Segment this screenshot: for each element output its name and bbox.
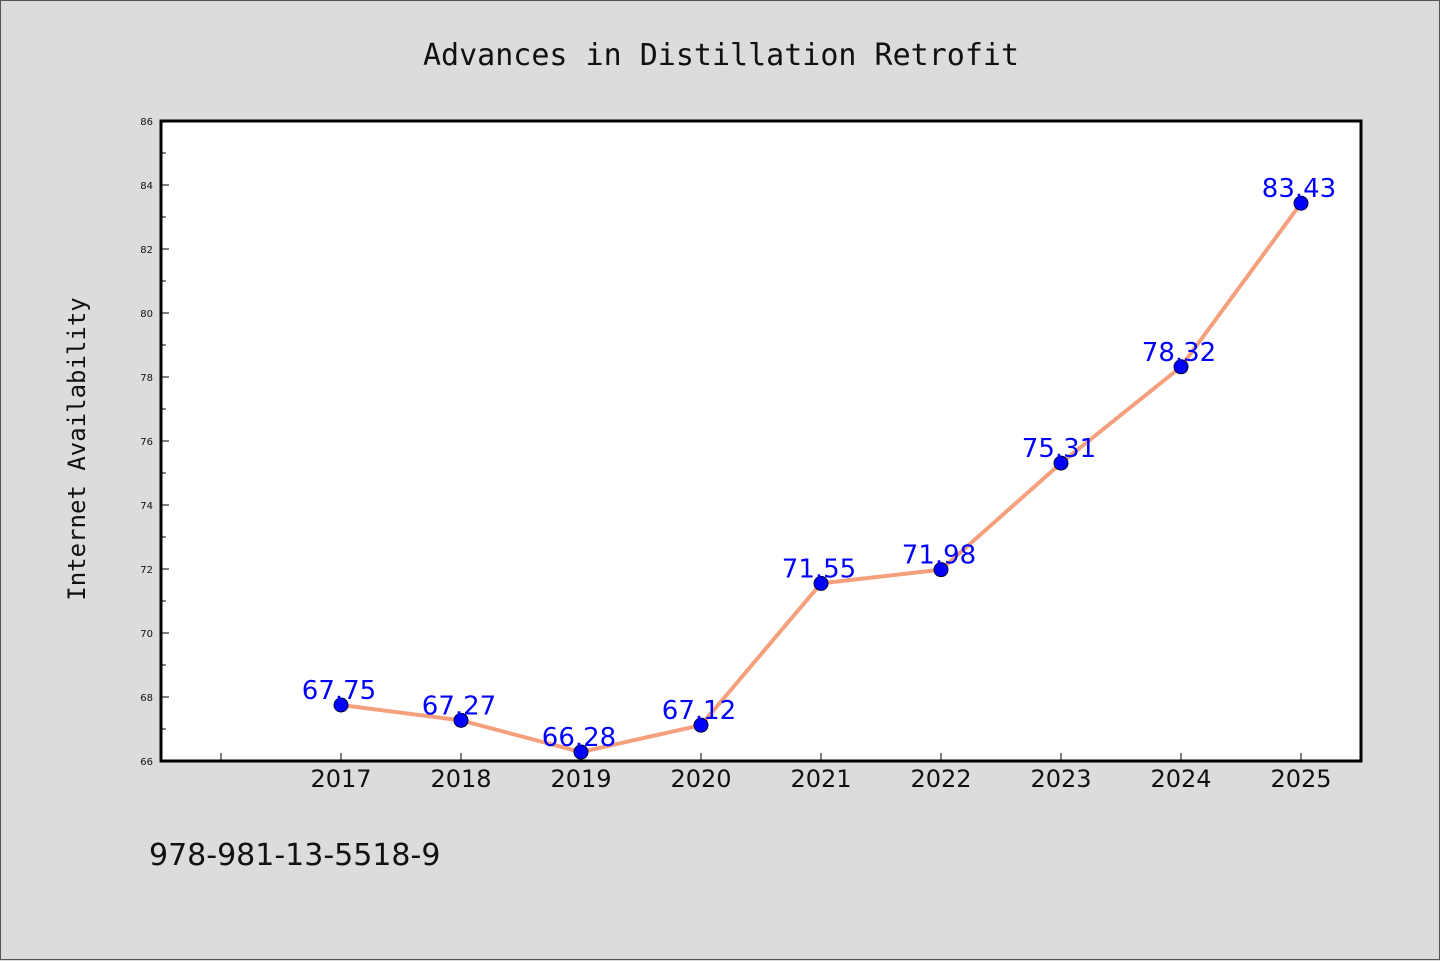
y-tick-label: 76 xyxy=(140,437,153,448)
y-tick-label: 66 xyxy=(140,757,153,768)
data-label: 71.98 xyxy=(902,541,976,571)
y-tick-label: 70 xyxy=(140,629,153,640)
data-label: 66.28 xyxy=(542,723,616,753)
data-point xyxy=(693,717,709,733)
data-labels: 67.75 67.27 66.28 67.12 71.55 71.98 75.31 78.32… xyxy=(302,174,1336,753)
data-point xyxy=(333,697,349,713)
x-tick-label: 2021 xyxy=(790,765,851,793)
plot-border xyxy=(159,119,1363,763)
x-tick-label: 2017 xyxy=(310,765,371,793)
data-point xyxy=(1053,455,1069,471)
x-tick-label: 2020 xyxy=(670,765,731,793)
data-label: 67.12 xyxy=(662,696,736,726)
data-point xyxy=(933,562,949,578)
data-point xyxy=(813,575,829,591)
y-tick-label: 68 xyxy=(140,693,153,704)
x-tick-label: 2019 xyxy=(550,765,611,793)
x-tick-label: 2025 xyxy=(1270,765,1331,793)
x-tick-label: 2024 xyxy=(1150,765,1211,793)
data-label: 71.55 xyxy=(782,554,856,584)
x-tick-label: 2018 xyxy=(430,765,491,793)
data-label: 78.32 xyxy=(1142,338,1216,368)
data-label: 67.75 xyxy=(302,676,376,706)
y-tick-label: 72 xyxy=(140,565,153,576)
y-tick-label: 80 xyxy=(140,309,153,320)
y-tick-label: 84 xyxy=(140,181,153,192)
data-point xyxy=(453,712,469,728)
x-tick-label: 2023 xyxy=(1030,765,1091,793)
data-point xyxy=(573,744,589,760)
data-label: 83.43 xyxy=(1262,174,1336,204)
data-label: 75.31 xyxy=(1022,434,1096,464)
chart-title: Advances in Distillation Retrofit xyxy=(423,38,1019,73)
plot-area xyxy=(161,121,1361,761)
y-tick-label: 82 xyxy=(140,245,153,256)
x-tick-label: 2022 xyxy=(910,765,971,793)
data-markers xyxy=(333,195,1309,760)
data-label: 67.27 xyxy=(422,691,496,721)
data-point xyxy=(1293,195,1309,211)
y-axis-label: Internet Availability xyxy=(63,297,91,600)
y-tick-label: 78 xyxy=(140,373,153,384)
data-point xyxy=(1173,359,1189,375)
y-tick-label: 74 xyxy=(140,501,153,512)
y-tick-label: 86 xyxy=(140,117,153,128)
footer-id: 978-981-13-5518-9 xyxy=(149,838,440,873)
axis-ticks: 66 68 70 72 74 76 78 80 82 84 86 2017 2018 2019 2020 20… xyxy=(140,117,1331,793)
